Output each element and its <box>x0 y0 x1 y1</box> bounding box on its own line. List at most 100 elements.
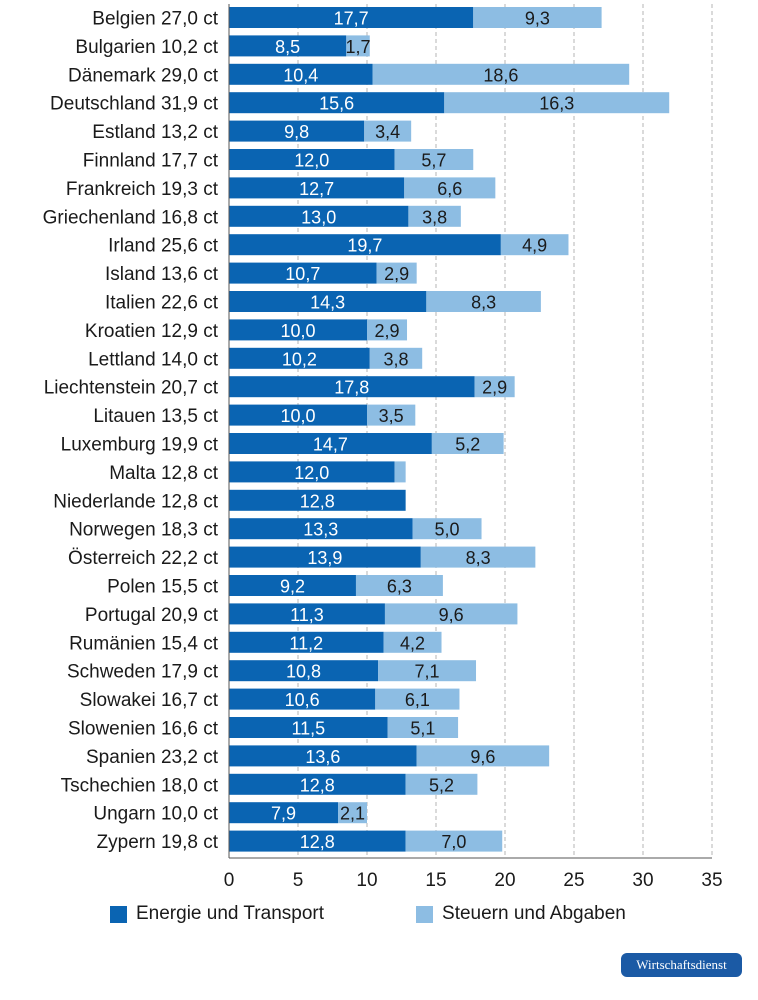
value-label-steuern: 3,8 <box>383 349 408 369</box>
value-label-energie: 10,4 <box>283 65 318 85</box>
value-label-steuern: 5,7 <box>421 151 446 171</box>
value-label-energie: 13,9 <box>307 548 342 568</box>
value-label-energie: 9,2 <box>280 577 305 597</box>
category-label: Estland 13,2 ct <box>92 122 218 143</box>
value-label-steuern: 2,9 <box>482 378 507 398</box>
category-label: Litauen 13,5 ct <box>93 406 218 427</box>
x-tick-label: 15 <box>425 870 446 891</box>
value-label-energie: 13,0 <box>301 207 336 227</box>
bar-steuern <box>431 433 504 454</box>
bar-energie <box>229 63 373 85</box>
bar-steuern <box>412 518 482 540</box>
bar-steuern <box>500 234 569 256</box>
category-label: Finnland 17,7 ct <box>83 151 219 172</box>
bar-steuern <box>387 717 459 738</box>
value-label-energie: 12,8 <box>300 832 335 852</box>
bar-energie <box>229 35 347 57</box>
source-badge: Wirtschaftsdienst <box>621 953 742 977</box>
bar-steuern <box>394 461 406 483</box>
category-label: Irland 25,6 ct <box>108 236 219 257</box>
category-label: Dänemark 29,0 ct <box>68 65 219 86</box>
bar-energie <box>229 291 427 312</box>
value-label-energie: 10,0 <box>280 321 315 341</box>
value-label-steuern: 9,3 <box>525 9 550 29</box>
value-label-steuern: 5,2 <box>455 435 480 455</box>
value-label-energie: 14,3 <box>310 293 345 313</box>
value-label-steuern: 2,9 <box>384 264 409 284</box>
value-label-energie: 12,8 <box>300 775 335 795</box>
category-label: Island 13,6 ct <box>105 264 219 285</box>
legend-item-energie: Energie und Transport <box>110 903 324 925</box>
bar-steuern <box>375 688 460 710</box>
value-label-steuern: 16,3 <box>539 94 574 114</box>
category-label: Tschechien 18,0 ct <box>61 775 219 796</box>
category-label: Bulgarien 10,2 ct <box>75 37 218 58</box>
x-tick-label: 30 <box>632 870 653 891</box>
value-label-steuern: 5,0 <box>435 520 460 540</box>
category-label: Portugal 20,9 ct <box>85 605 219 626</box>
legend-swatch-energie <box>110 905 127 923</box>
value-label-energie: 9,8 <box>284 122 309 142</box>
value-label-steuern: 1,7 <box>346 37 371 57</box>
category-label: Schweden 17,9 ct <box>67 662 219 683</box>
legend-item-steuern: Steuern und Abgaben <box>416 903 626 925</box>
bar-steuern <box>426 291 541 312</box>
bar-energie <box>229 149 395 170</box>
bar-steuern <box>405 830 503 852</box>
bar-steuern <box>376 262 417 284</box>
value-label-steuern: 4,9 <box>522 236 547 256</box>
bar-energie <box>229 575 356 596</box>
value-label-steuern: 18,6 <box>483 65 518 85</box>
legend-label-steuern: Steuern und Abgaben <box>442 903 626 924</box>
category-label: Spanien 23,2 ct <box>86 747 219 768</box>
value-label-steuern: 6,1 <box>405 690 430 710</box>
bar-energie <box>229 234 501 256</box>
bar-energie <box>229 205 409 227</box>
category-label: Slowenien 16,6 ct <box>68 719 219 740</box>
value-label-energie: 12,0 <box>294 463 329 483</box>
value-label-energie: 11,3 <box>290 605 324 625</box>
bar-energie <box>229 7 474 28</box>
bar-energie <box>229 773 406 795</box>
bar-steuern <box>420 546 536 568</box>
stacked-bar-chart: Belgien 27,0 ct 17,7 9,3 Bulgarien 10,2 ct 8… <box>43 4 723 891</box>
bar-energie <box>229 347 370 369</box>
value-label-steuern: 4,2 <box>400 633 425 653</box>
bar-energie <box>229 120 365 142</box>
category-label: Polen 15,5 ct <box>107 577 219 598</box>
bar-energie <box>229 660 379 682</box>
bar-steuern <box>474 376 515 398</box>
bar-steuern <box>404 177 496 199</box>
category-label: Belgien 27,0 ct <box>92 9 218 30</box>
x-tick-label: 25 <box>563 870 584 891</box>
category-label: Österreich 22,2 ct <box>68 548 219 569</box>
bar-energie <box>229 433 432 454</box>
bar-energie <box>229 830 406 852</box>
category-label: Frankreich 19,3 ct <box>66 179 219 200</box>
bar-energie <box>229 376 475 398</box>
value-label-energie: 10,2 <box>282 349 317 369</box>
bar-steuern <box>346 35 370 57</box>
value-label-energie: 11,5 <box>291 719 325 739</box>
value-label-steuern: 7,1 <box>415 662 440 682</box>
bar-steuern <box>444 92 670 114</box>
bar-energie <box>229 404 367 426</box>
bar-energie <box>229 177 405 199</box>
category-label: Slowakei 16,7 ct <box>80 690 219 711</box>
bar-steuern <box>364 120 412 142</box>
bar-energie <box>229 717 388 738</box>
x-tick-label: 5 <box>293 870 304 891</box>
value-label-steuern: 3,5 <box>379 406 404 426</box>
bar-energie <box>229 745 417 767</box>
x-tick-label: 20 <box>494 870 515 891</box>
legend-swatch-steuern <box>416 905 434 923</box>
value-label-energie: 10,6 <box>285 690 320 710</box>
value-label-energie: 12,8 <box>300 491 335 511</box>
category-label: Rumänien 15,4 ct <box>69 633 219 654</box>
value-label-energie: 11,2 <box>289 633 323 653</box>
category-label: Luxemburg 19,9 ct <box>61 435 219 456</box>
value-label-energie: 13,3 <box>303 520 338 540</box>
value-label-steuern: 6,3 <box>387 577 412 597</box>
value-label-energie: 8,5 <box>275 37 300 57</box>
bar-steuern <box>416 745 550 767</box>
